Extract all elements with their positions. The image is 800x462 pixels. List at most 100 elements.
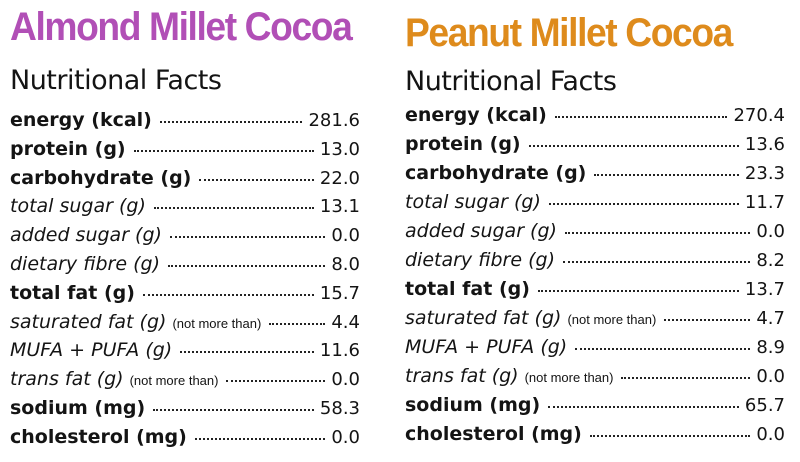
nutrient-value: 8.9 bbox=[756, 337, 785, 358]
nutrient-row: trans fat (g) (not more than) 0.0 bbox=[405, 365, 785, 394]
nutrient-label: MUFA + PUFA (g) bbox=[10, 339, 173, 362]
nutrient-label: saturated fat (g) bbox=[10, 310, 167, 333]
nutrient-value: 4.4 bbox=[331, 311, 360, 333]
dotted-leader bbox=[548, 406, 739, 408]
nutrient-label: saturated fat (g) bbox=[405, 307, 562, 329]
dotted-leader bbox=[562, 261, 751, 263]
nutrient-note: (not more than) bbox=[567, 312, 657, 327]
dotted-leader bbox=[554, 116, 728, 118]
dotted-leader bbox=[153, 207, 314, 210]
nutrient-row: total sugar (g) 11.7 bbox=[405, 191, 785, 220]
nutrient-value: 13.0 bbox=[319, 138, 360, 160]
dotted-leader bbox=[589, 435, 751, 437]
nutrient-value: 0.0 bbox=[331, 225, 360, 247]
product-title: Almond Millet Cocoa bbox=[10, 5, 353, 49]
nutrient-label: MUFA + PUFA (g) bbox=[405, 336, 568, 358]
dotted-leader bbox=[153, 408, 314, 411]
peanut-facts-panel: Peanut Millet Cocoa Nutritional Facts en… bbox=[405, 0, 785, 452]
nutrient-row: carbohydrate (g) 22.0 bbox=[10, 167, 360, 196]
dotted-leader bbox=[537, 290, 739, 292]
dotted-leader bbox=[142, 293, 314, 296]
nutrient-label: trans fat (g) bbox=[10, 368, 124, 391]
nutrient-row: cholesterol (mg) 0.0 bbox=[405, 423, 785, 452]
dotted-leader bbox=[133, 149, 314, 152]
nutrient-value: 13.1 bbox=[319, 196, 360, 218]
nutrient-row: trans fat (g) (not more than) 0.0 bbox=[10, 368, 360, 397]
nutrient-label: total sugar (g) bbox=[405, 191, 541, 213]
product-title: Peanut Millet Cocoa bbox=[405, 11, 733, 55]
dotted-leader bbox=[159, 121, 303, 123]
nutrient-value: 15.7 bbox=[319, 282, 360, 304]
nutrient-label: dietary fibre (g) bbox=[405, 249, 555, 271]
nutrient-note: (not more than) bbox=[129, 373, 219, 389]
nutrient-row: energy (kcal) 270.4 bbox=[405, 104, 785, 133]
nutrient-value: 65.7 bbox=[744, 395, 785, 416]
nutrient-value: 58.3 bbox=[319, 397, 360, 419]
nutrient-row: saturated fat (g) (not more than) 4.7 bbox=[405, 307, 785, 336]
nutrient-value: 0.0 bbox=[756, 366, 785, 387]
dotted-leader bbox=[169, 236, 326, 239]
nutrient-note: (not more than) bbox=[172, 315, 262, 331]
nutrient-value: 8.0 bbox=[331, 253, 360, 275]
nutrient-row: added sugar (g) 0.0 bbox=[405, 220, 785, 249]
nutrient-value: 8.2 bbox=[756, 250, 785, 271]
nutrient-label: trans fat (g) bbox=[405, 365, 519, 387]
nutrient-value: 0.0 bbox=[331, 426, 360, 448]
nutrient-row: protein (g) 13.0 bbox=[10, 138, 360, 167]
nutrient-note: (not more than) bbox=[524, 370, 614, 385]
dotted-leader bbox=[621, 377, 751, 379]
nutrient-row: cholesterol (mg) 0.0 bbox=[10, 426, 360, 455]
almond-facts-panel: Almond Millet Cocoa Nutritional Facts en… bbox=[10, 0, 360, 455]
nutrient-value: 22.0 bbox=[319, 167, 360, 189]
nutrient-label: sodium (mg) bbox=[10, 396, 146, 419]
facts-list: energy (kcal) 281.6 protein (g) 13.0 carbohy… bbox=[10, 109, 360, 455]
nutrient-label: total fat (g) bbox=[10, 281, 135, 304]
dotted-leader bbox=[199, 178, 314, 181]
nutrient-label: protein (g) bbox=[10, 137, 126, 160]
nutrient-row: MUFA + PUFA (g) 11.6 bbox=[10, 339, 360, 368]
nutrient-row: dietary fibre (g) 8.0 bbox=[10, 253, 360, 282]
dotted-leader bbox=[528, 145, 739, 147]
dotted-leader bbox=[226, 380, 326, 383]
facts-heading: Nutritional Facts bbox=[10, 65, 222, 96]
facts-list: energy (kcal) 270.4 protein (g) 13.6 carbohy… bbox=[405, 104, 785, 452]
nutrient-label: carbohydrate (g) bbox=[10, 166, 192, 189]
nutrient-row: energy (kcal) 281.6 bbox=[10, 109, 360, 138]
nutrient-label: cholesterol (mg) bbox=[405, 423, 582, 445]
nutrient-row: MUFA + PUFA (g) 8.9 bbox=[405, 336, 785, 365]
dotted-leader bbox=[269, 322, 326, 325]
nutrient-label: sodium (mg) bbox=[405, 394, 541, 416]
nutrient-label: energy (kcal) bbox=[10, 109, 152, 131]
nutrient-value: 23.3 bbox=[744, 163, 785, 184]
nutrient-value: 13.6 bbox=[744, 134, 785, 155]
nutrient-label: added sugar (g) bbox=[10, 224, 162, 247]
nutrient-row: sodium (mg) 58.3 bbox=[10, 397, 360, 426]
dotted-leader bbox=[548, 203, 739, 205]
nutrient-row: total sugar (g) 13.1 bbox=[10, 195, 360, 224]
nutrient-row: sodium (mg) 65.7 bbox=[405, 394, 785, 423]
dotted-leader bbox=[167, 264, 326, 267]
dotted-leader bbox=[664, 319, 751, 321]
dotted-leader bbox=[194, 437, 326, 440]
dotted-leader bbox=[594, 174, 739, 176]
nutrient-label: total fat (g) bbox=[405, 278, 530, 300]
nutrient-label: energy (kcal) bbox=[405, 104, 547, 126]
nutrient-value: 11.6 bbox=[319, 340, 360, 362]
dotted-leader bbox=[564, 232, 751, 234]
facts-heading: Nutritional Facts bbox=[405, 66, 617, 97]
nutrient-label: dietary fibre (g) bbox=[10, 252, 160, 275]
nutrient-label: protein (g) bbox=[405, 133, 521, 155]
nutrient-label: total sugar (g) bbox=[10, 195, 146, 218]
nutrient-row: added sugar (g) 0.0 bbox=[10, 224, 360, 253]
nutrient-value: 281.6 bbox=[308, 110, 360, 131]
nutrient-value: 0.0 bbox=[331, 369, 360, 391]
nutrient-label: cholesterol (mg) bbox=[10, 425, 187, 448]
nutrient-row: protein (g) 13.6 bbox=[405, 133, 785, 162]
nutrient-row: total fat (g) 13.7 bbox=[405, 278, 785, 307]
dotted-leader bbox=[575, 348, 751, 350]
nutrient-value: 270.4 bbox=[733, 105, 785, 126]
nutrient-value: 4.7 bbox=[756, 308, 785, 329]
nutrient-row: saturated fat (g) (not more than) 4.4 bbox=[10, 311, 360, 340]
nutrient-value: 13.7 bbox=[744, 279, 785, 300]
nutrient-label: carbohydrate (g) bbox=[405, 162, 587, 184]
